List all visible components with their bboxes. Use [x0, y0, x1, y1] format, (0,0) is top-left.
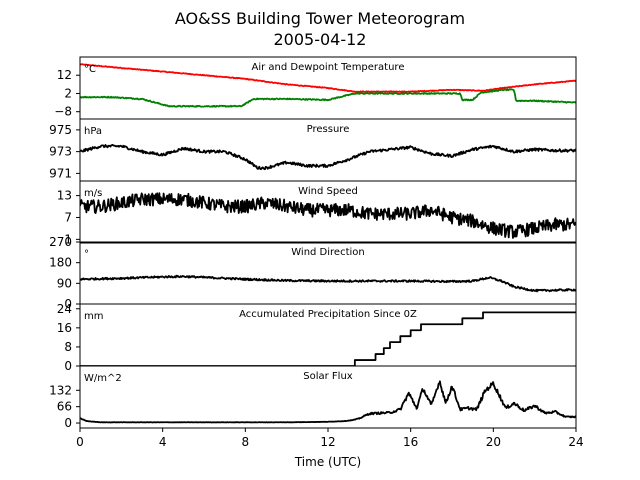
xtick-label: 24 — [568, 435, 583, 449]
xtick-label: 12 — [320, 435, 335, 449]
precipitation-ytick-label: 0 — [64, 359, 72, 373]
precipitation-ytick-label: 8 — [64, 340, 72, 354]
solar-flux-ytick-label: 66 — [57, 400, 72, 414]
figure-title-line1: AO&SS Building Tower Meteorogram — [175, 9, 465, 28]
solar-flux-ytick-label: 132 — [49, 383, 72, 397]
xtick-label: 0 — [76, 435, 84, 449]
wind-speed-series-0 — [80, 192, 576, 239]
pressure-series-0 — [80, 144, 576, 171]
wind-direction-unit-label: ° — [84, 249, 89, 260]
xtick-label: 20 — [486, 435, 501, 449]
temperature-ytick-label: 2 — [64, 86, 72, 100]
xtick-label: 4 — [159, 435, 167, 449]
x-axis-label: Time (UTC) — [294, 455, 361, 469]
pressure-ytick-label: 971 — [49, 166, 72, 180]
pressure-unit-label: hPa — [84, 126, 102, 137]
panel-temperature: 12 2 −8 Air and Dewpoint Temperature °C — [54, 56, 577, 120]
solar-flux-unit-label: W/m^2 — [84, 373, 122, 384]
precipitation-ytick-label: 24 — [57, 302, 72, 316]
wind-direction-panel-title: Wind Direction — [291, 247, 365, 258]
wind-speed-panel-title: Wind Speed — [298, 186, 358, 197]
temperature-series-0 — [80, 63, 576, 93]
figure-title-line2: 2005-04-12 — [274, 30, 367, 49]
x-axis: 0 4 8 12 16 20 24 — [76, 428, 584, 449]
wind-speed-ytick-label: 7 — [64, 210, 72, 224]
wind-direction-ytick-label: 90 — [57, 276, 72, 290]
temperature-ytick-label: −8 — [54, 105, 72, 119]
temperature-unit-label: °C — [84, 64, 96, 75]
wind-speed-ytick-label: 1 — [64, 232, 72, 246]
panel-wind-speed: 13 7 1 Wind Speed m/s — [57, 180, 577, 246]
panel-pressure: 975 973 971 Pressure hPa — [49, 118, 577, 182]
wind-direction-ytick-label: 270 — [49, 235, 72, 249]
precipitation-unit-label: mm — [84, 311, 103, 322]
wind-direction-ytick-label: 180 — [49, 256, 72, 270]
panel-solar-flux: 132 66 0 Solar Flux W/m^2 — [49, 365, 577, 430]
solar-flux-panel-title: Solar Flux — [303, 371, 353, 382]
xtick-label: 8 — [242, 435, 250, 449]
wind-direction-series-0 — [80, 274, 576, 293]
precipitation-panel-title: Accumulated Precipitation Since 0Z — [239, 309, 417, 320]
pressure-ytick-label: 975 — [49, 123, 72, 137]
pressure-ytick-label: 973 — [49, 145, 72, 159]
temperature-series-1 — [80, 88, 576, 108]
wind-direction-ytick-label: 0 — [64, 297, 72, 311]
precipitation-ytick-label: 16 — [57, 321, 72, 335]
pressure-panel-title: Pressure — [307, 124, 350, 135]
wind-speed-ytick-label: 13 — [57, 189, 72, 203]
wind-speed-frame — [79, 180, 577, 244]
solar-flux-ytick-label: 0 — [64, 416, 72, 430]
temperature-ytick-label: 12 — [57, 68, 72, 82]
panel-precipitation: 24 16 8 0 Accumulated Precipitation Since 0Z… — [57, 302, 577, 373]
xtick-label: 16 — [403, 435, 418, 449]
wind-speed-unit-label: m/s — [84, 188, 102, 199]
solar-flux-series-0 — [80, 380, 576, 424]
panel-wind-direction: 270 180 90 0 Wind Direction ° — [49, 235, 577, 311]
temperature-panel-title: Air and Dewpoint Temperature — [252, 62, 405, 73]
precipitation-series-0 — [80, 311, 576, 366]
